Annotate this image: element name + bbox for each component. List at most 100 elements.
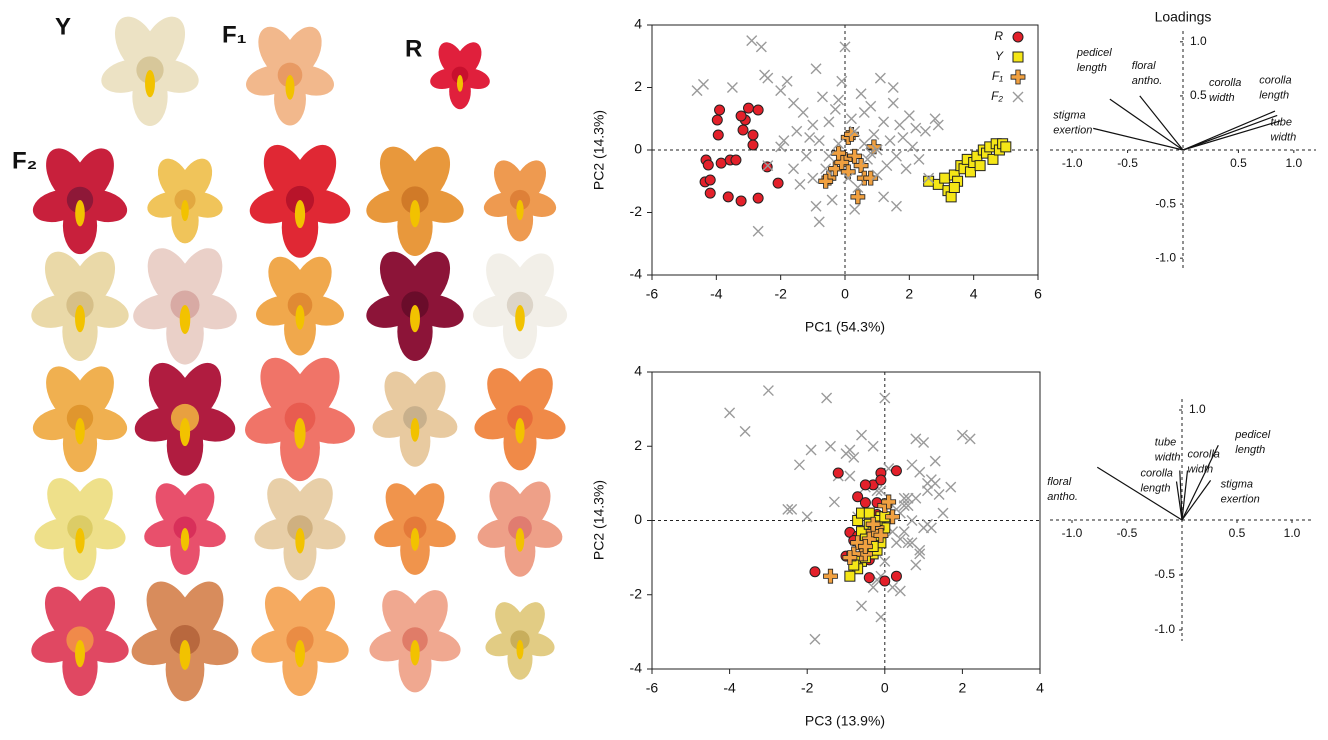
x-axis-label: PC1 (54.3%) xyxy=(805,319,885,335)
x-tick-label: -2 xyxy=(801,680,814,696)
nectar-guide xyxy=(181,528,189,551)
y-tick-label: 4 xyxy=(634,363,642,379)
point xyxy=(789,164,799,174)
point xyxy=(808,173,818,183)
legend-label: F₁ xyxy=(992,69,1003,83)
point xyxy=(869,129,879,139)
point xyxy=(891,151,901,161)
flower-photo xyxy=(428,38,492,110)
point xyxy=(763,386,773,396)
nectar-guide xyxy=(515,418,524,444)
point xyxy=(922,519,932,529)
nectar-guide xyxy=(286,75,295,100)
flower-photo xyxy=(131,355,239,475)
point xyxy=(792,126,802,136)
point xyxy=(934,490,944,500)
nectar-guide xyxy=(410,640,419,666)
point xyxy=(879,192,889,202)
point xyxy=(763,73,773,83)
y-tick-label: -1.0 xyxy=(1154,622,1175,636)
nectar-guide xyxy=(516,528,525,552)
point xyxy=(748,130,758,140)
point xyxy=(975,161,985,171)
point xyxy=(747,36,757,46)
loading-label: width xyxy=(1209,92,1235,104)
point xyxy=(744,103,754,113)
point xyxy=(833,468,843,478)
flower-photo xyxy=(471,361,569,470)
point xyxy=(846,114,856,124)
point xyxy=(715,105,725,115)
y-tick-label: 1.0 xyxy=(1189,402,1206,416)
loading-label: length xyxy=(1077,62,1107,74)
nectar-guide xyxy=(294,418,305,449)
y-tick-label: 2 xyxy=(634,78,642,94)
point xyxy=(814,136,824,146)
x-tick-label: -1.0 xyxy=(1062,526,1083,540)
point xyxy=(814,217,824,227)
photo-label: R xyxy=(405,35,422,62)
point xyxy=(753,193,763,203)
point xyxy=(823,569,837,583)
photo-label: F₁ xyxy=(222,21,247,48)
loading-label: length xyxy=(1259,89,1289,101)
point xyxy=(748,140,758,150)
point xyxy=(949,183,959,193)
point xyxy=(808,120,818,130)
point xyxy=(798,108,808,118)
flower-photo xyxy=(98,9,203,126)
point xyxy=(811,64,821,74)
point xyxy=(731,155,741,165)
flower-photo xyxy=(129,240,241,364)
point xyxy=(712,115,722,125)
x-tick-label: 2 xyxy=(905,286,913,302)
loading-label: stigma xyxy=(1053,109,1085,121)
loading-label: width xyxy=(1155,451,1181,463)
point xyxy=(738,125,748,135)
y-tick-label: 4 xyxy=(634,16,642,32)
nectar-guide xyxy=(411,528,419,551)
nectar-guide xyxy=(516,200,523,220)
point xyxy=(876,612,886,622)
point xyxy=(727,83,737,93)
photo-label: Y xyxy=(55,13,71,40)
point xyxy=(860,498,870,508)
point xyxy=(857,601,867,611)
nectar-guide xyxy=(180,640,191,670)
point xyxy=(876,475,886,485)
y-tick-label: -2 xyxy=(630,585,643,601)
point xyxy=(856,89,866,99)
point xyxy=(875,73,885,83)
point xyxy=(713,130,723,140)
loading-label: stigma xyxy=(1221,478,1253,490)
loading-vector xyxy=(1093,128,1183,150)
nectar-guide xyxy=(145,70,155,97)
point xyxy=(736,111,746,121)
flower-photo xyxy=(469,246,571,359)
loading-label: corolla xyxy=(1141,467,1173,479)
loading-label: antho. xyxy=(1132,75,1163,87)
point xyxy=(965,167,975,177)
x-tick-label: -4 xyxy=(723,680,736,696)
point xyxy=(782,76,792,86)
point xyxy=(868,441,878,451)
flower-photo xyxy=(144,153,225,243)
loading-label: width xyxy=(1271,132,1297,144)
nectar-guide xyxy=(75,305,85,332)
point xyxy=(753,105,763,115)
point xyxy=(1001,142,1011,152)
loading-label: antho. xyxy=(1047,491,1078,503)
legend-swatch xyxy=(1013,52,1023,62)
point xyxy=(811,201,821,211)
point xyxy=(802,512,812,522)
point xyxy=(824,117,834,127)
point xyxy=(827,195,837,205)
y-tick-label: 0.5 xyxy=(1190,88,1207,102)
point xyxy=(930,456,940,466)
point xyxy=(914,154,924,164)
flower-photo xyxy=(366,583,464,692)
x-tick-label: -6 xyxy=(646,680,659,696)
point xyxy=(911,123,921,133)
x-tick-label: -6 xyxy=(646,286,659,302)
point xyxy=(946,482,956,492)
